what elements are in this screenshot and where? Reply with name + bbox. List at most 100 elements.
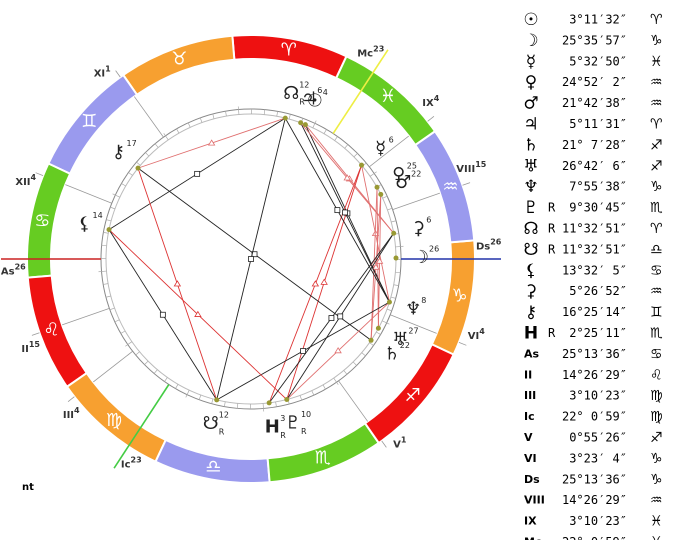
degree-tick (322, 384, 326, 390)
planet-retro: R (301, 427, 307, 436)
degree-tick (103, 283, 109, 285)
house-name: XII (15, 177, 30, 188)
list-house: III (524, 389, 536, 402)
aspect-marker (375, 257, 384, 264)
house-degree: 4 (479, 326, 485, 335)
degree-tick (382, 320, 390, 325)
list-position: 25°13′36″ (562, 347, 627, 361)
list-position: 3°11′32″ (569, 13, 627, 27)
list-house: II (524, 368, 532, 381)
degree-tick (311, 390, 315, 396)
aspect-marker (159, 311, 166, 318)
aspect-marker (337, 313, 344, 320)
planet-dot (266, 400, 272, 406)
degree-tick (164, 377, 168, 382)
list-position: 16°25′14″ (562, 305, 627, 319)
house-cusp (369, 135, 409, 168)
list-sign: ♒ (650, 284, 663, 300)
degree-tick (299, 395, 303, 401)
degree-tick (185, 390, 190, 398)
list-sign: ♐ (650, 430, 663, 446)
house-cusp (392, 192, 440, 211)
house-cusp-outer (462, 182, 471, 186)
list-sign: ♓ (650, 535, 663, 540)
footer-text: nt (22, 482, 34, 493)
planet-retro: R (280, 431, 286, 440)
list-position: 5°32′50″ (569, 54, 627, 68)
planet-degree: 6 (426, 215, 431, 224)
planet-dot (302, 122, 308, 128)
list-position: 24°52′ 2″ (562, 75, 627, 89)
degree-tick (333, 377, 339, 385)
degree-tick (382, 195, 388, 199)
list-sign: ♒ (650, 493, 663, 509)
planet-dot (374, 184, 380, 190)
degree-tick (212, 113, 215, 119)
degree-tick (125, 341, 133, 347)
house-label: XI1 (94, 64, 111, 80)
list-position: 21°42′38″ (562, 96, 627, 110)
house-cusp (65, 184, 112, 204)
planet-glyph: ♃ (301, 88, 317, 109)
planet-degree: 22 (400, 341, 410, 350)
zodiac-glyph: ♌ (43, 320, 59, 341)
house-degree: 1 (401, 435, 407, 444)
list-position: 3°10′23″ (569, 389, 627, 403)
list-house: Mc (524, 536, 541, 540)
list-sign: ♏ (650, 326, 663, 342)
house-label: Mc23 (357, 44, 384, 60)
zodiac-glyph: ♉ (171, 48, 187, 69)
planet-degree: 4 (323, 88, 328, 97)
list-position: 22° 0′59″ (562, 535, 627, 540)
list-house: V (524, 431, 533, 444)
planet-dot (368, 337, 374, 343)
list-house: Ds (524, 473, 540, 486)
list-sign: ♐ (650, 137, 663, 153)
planet-degree: 6 (389, 135, 394, 144)
list-position: 13°32′ 5″ (562, 263, 627, 277)
degree-tick (323, 129, 327, 134)
degree-tick (109, 307, 115, 311)
planet-dot (214, 397, 220, 403)
house-cusp-outer (115, 70, 121, 78)
planet-degree: 8 (421, 296, 426, 305)
degree-tick (187, 122, 191, 128)
aspect-marker (311, 280, 320, 287)
list-position: 14°26′29″ (562, 493, 627, 507)
degree-tick (112, 193, 120, 198)
degree-tick (144, 360, 149, 365)
degree-tick (114, 319, 120, 323)
degree-tick (288, 114, 291, 120)
zodiac-glyph: ♋ (34, 210, 50, 231)
list-position: 11°32′51″ (562, 222, 627, 236)
degree-tick (135, 351, 140, 356)
list-glyph: ☿ (526, 52, 536, 72)
house-name: III (63, 410, 74, 421)
planet-degree: 26 (429, 244, 439, 253)
aspect-marker (334, 347, 342, 354)
house-degree: 23 (373, 44, 384, 53)
degree-tick (393, 284, 399, 286)
planet-dot (391, 230, 397, 236)
house-name: II (21, 344, 28, 355)
planet-dot (375, 325, 381, 331)
planet-glyph: ☽ (413, 247, 429, 268)
house-cusp-outer (67, 396, 75, 402)
house-name: IX (422, 98, 434, 109)
house-cusp-outer (427, 116, 435, 122)
list-sign: ♑ (650, 451, 663, 467)
list-sign: ♋ (650, 346, 663, 362)
list-sign: ♒ (650, 75, 663, 91)
planet-glyph: ⚸ (78, 214, 91, 235)
degree-tick (262, 403, 265, 412)
planet-degree: 25 (407, 161, 417, 170)
list-house: VI (524, 452, 537, 465)
planet-glyph: H (265, 417, 280, 438)
list-glyph: ☋ (523, 240, 538, 260)
house-name: As (1, 266, 15, 277)
zodiac-glyph: ♎ (205, 457, 221, 478)
house-degree: 15 (475, 160, 487, 169)
degree-tick (154, 143, 159, 148)
list-glyph: ☽ (523, 31, 538, 51)
degree-tick (105, 295, 111, 298)
